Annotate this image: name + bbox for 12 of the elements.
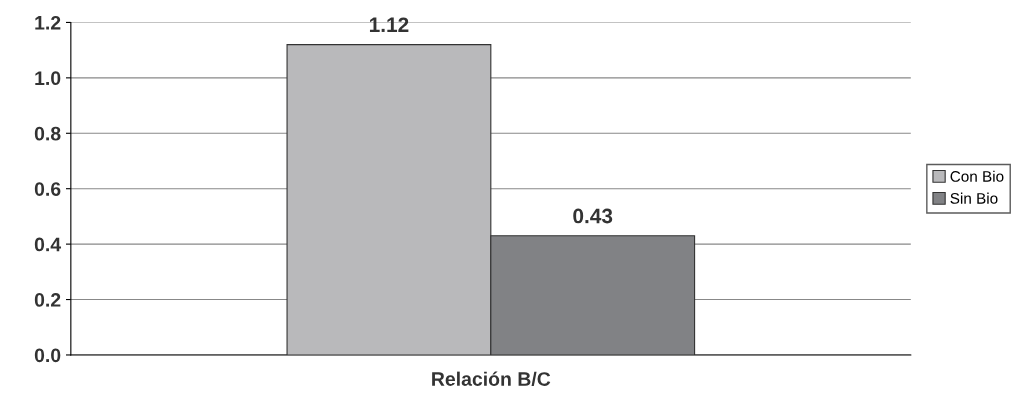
y-tick-label: 0.6 [34, 182, 61, 196]
x-tick-label: Relación B/C [432, 371, 551, 387]
data-label: 0.43 [573, 208, 613, 224]
y-tick-label: 0.0 [34, 348, 61, 363]
y-tick-label: 1.0 [35, 71, 61, 86]
legend-label: Sin Bio [950, 192, 998, 204]
y-tick-label: 0.4 [34, 237, 62, 252]
y-tick-label: 0.2 [34, 293, 61, 307]
y-tick-label: 0.8 [34, 126, 61, 141]
legend-label: Con Bio [950, 170, 1004, 182]
y-tick-label: 1.2 [35, 15, 61, 30]
data-label: 1.12 [369, 17, 409, 32]
